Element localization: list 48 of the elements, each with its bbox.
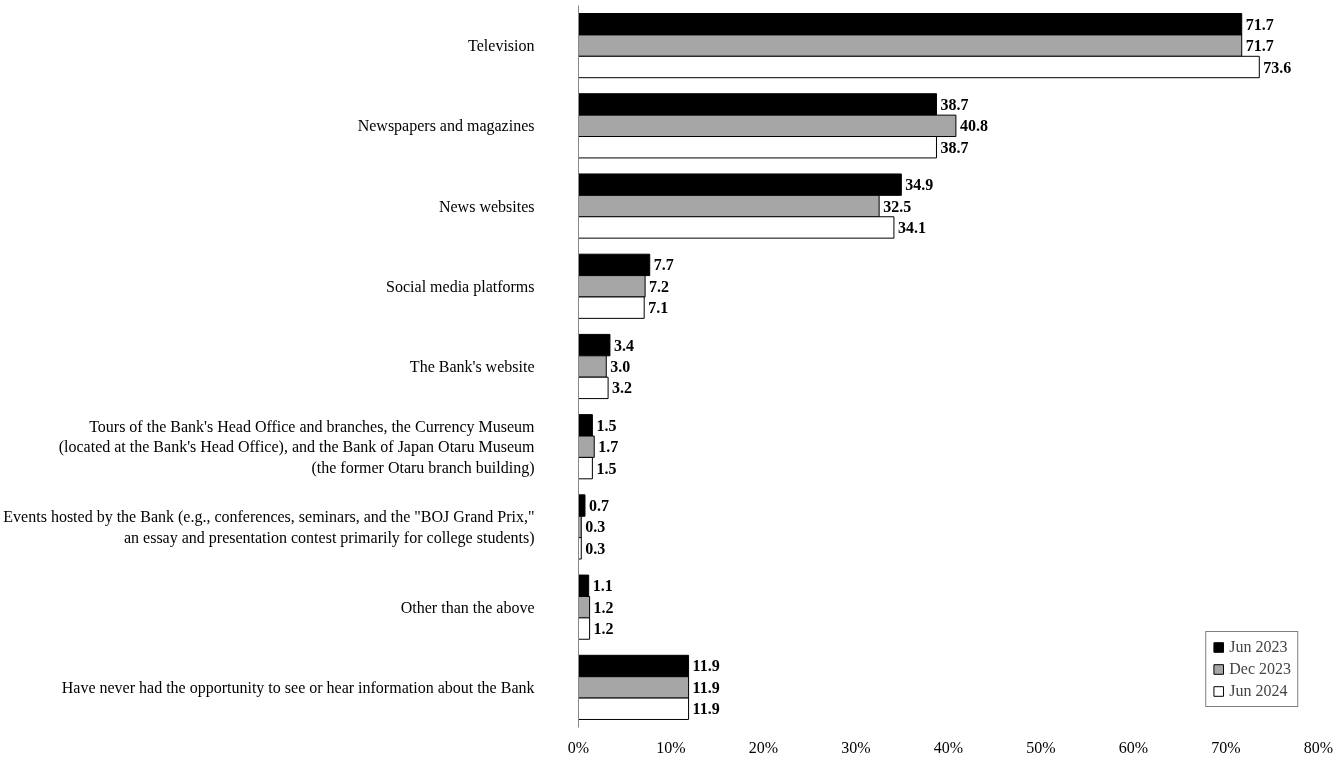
data-label: 11.9 — [692, 700, 720, 718]
y-tick-label: Tours of the Bank's Head Office and branches, the Currency Museum (located at the Bank's Head Office), and the Bank of Japan Otaru Museum (the former Otaru branch building) — [58, 417, 536, 477]
data-label: 38.7 — [940, 95, 969, 113]
x-tick-label: 20% — [748, 738, 779, 756]
x-tick-label: 70% — [1211, 738, 1241, 756]
y-tick-label: News websites — [438, 197, 535, 215]
y-tick-label: Television — [468, 37, 535, 55]
x-tick-label: 80% — [1303, 738, 1334, 756]
data-label: 34.9 — [905, 176, 934, 194]
data-label: 11.9 — [692, 678, 720, 696]
data-label: 32.5 — [883, 197, 912, 215]
legend-label: Jun 2023 — [1229, 638, 1288, 656]
data-label: 38.7 — [940, 138, 969, 156]
data-label: 0.3 — [585, 539, 606, 557]
data-label: 1.1 — [592, 577, 613, 595]
data-label: 71.7 — [1245, 15, 1274, 33]
data-label: 7.7 — [653, 256, 674, 274]
y-tick-label: Events hosted by the Bank (e.g., conferences, seminars, and the "BOJ Grand Prix," an essay and presentation contest primarily for college students) — [3, 508, 535, 547]
data-label: 1.2 — [593, 598, 614, 616]
x-tick-label: 40% — [933, 738, 964, 756]
data-label: 0.7 — [588, 497, 609, 515]
data-label: 71.7 — [1245, 37, 1274, 55]
data-label: 3.0 — [610, 358, 631, 375]
legend-label: Dec 2023 — [1229, 660, 1291, 678]
x-tick-label: 50% — [1026, 738, 1056, 756]
y-tick-label: Newspapers and magazines — [357, 117, 535, 136]
data-label: 1.5 — [596, 459, 617, 477]
data-label: 1.7 — [598, 438, 619, 456]
y-tick-label: The Bank's website — [409, 358, 535, 375]
data-label: 3.4 — [613, 336, 634, 354]
data-label: 0.3 — [585, 518, 606, 536]
data-label: 1.5 — [596, 416, 617, 434]
y-tick-label: Social media platforms — [386, 277, 535, 296]
x-tick-label: 60% — [1118, 738, 1149, 756]
data-label: 7.1 — [648, 299, 669, 317]
x-tick-label: 0% — [567, 738, 590, 756]
data-label: 73.6 — [1263, 58, 1292, 76]
data-label: 11.9 — [692, 657, 720, 675]
legend-label: Jun 2024 — [1229, 682, 1288, 700]
data-label: 34.1 — [897, 218, 926, 236]
x-tick-label: 10% — [656, 738, 686, 756]
y-tick-label: Other than the above — [400, 598, 535, 616]
x-tick-label: 30% — [841, 738, 871, 756]
data-label: 3.2 — [612, 379, 633, 397]
y-tick-label: Have never had the opportunity to see or hear information about the Bank — [61, 678, 535, 697]
data-label: 40.8 — [959, 117, 988, 135]
data-label: 7.2 — [649, 277, 670, 295]
data-label: 1.2 — [593, 620, 614, 638]
